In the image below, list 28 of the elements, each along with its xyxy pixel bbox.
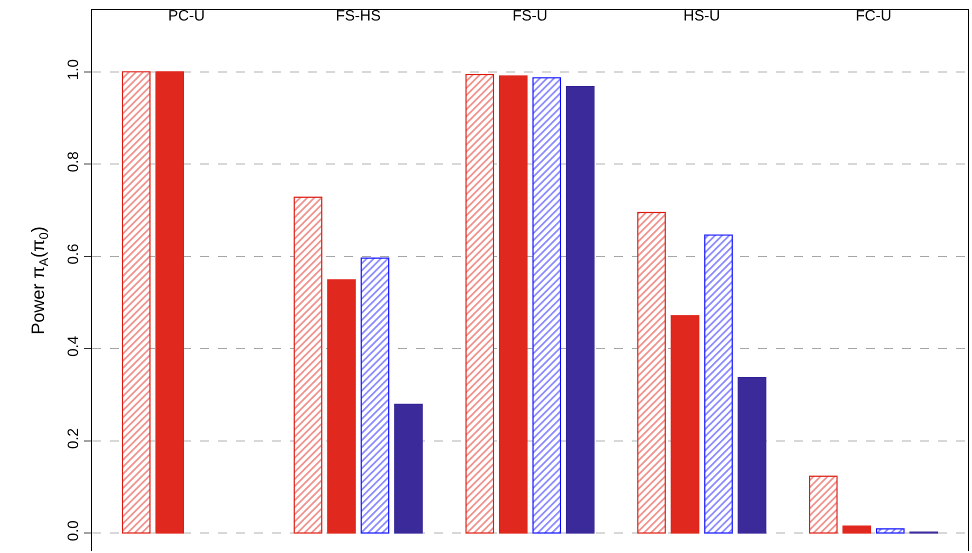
y-tick-label: 0.8 [65,151,82,172]
bar [360,258,390,534]
bar [876,528,905,534]
x-tick-label: HS-U [683,8,720,24]
bar [327,279,356,534]
bar [637,212,666,534]
bar [294,196,322,534]
bar [394,404,423,534]
y-tick-label: 0.0 [65,520,82,542]
y-tick-label: 0.4 [65,336,82,357]
x-tick-label: PC-U [168,8,205,24]
x-tick-label: FC-U [856,8,892,24]
bar [532,77,562,534]
x-tick-label: FS-U [512,8,548,24]
bar [842,525,872,534]
y-tick-label: 0.2 [65,428,82,449]
bar [566,86,595,534]
x-tick-label: FS-HS [336,8,381,24]
bar [465,74,494,534]
bar [738,376,766,534]
bar [498,75,528,534]
bar [155,71,184,534]
y-tick-label: 1.0 [65,59,82,80]
y-tick-label: 0.6 [65,244,82,264]
bar [670,315,700,534]
bar [808,476,838,534]
bar [704,234,733,534]
bar [122,71,151,534]
